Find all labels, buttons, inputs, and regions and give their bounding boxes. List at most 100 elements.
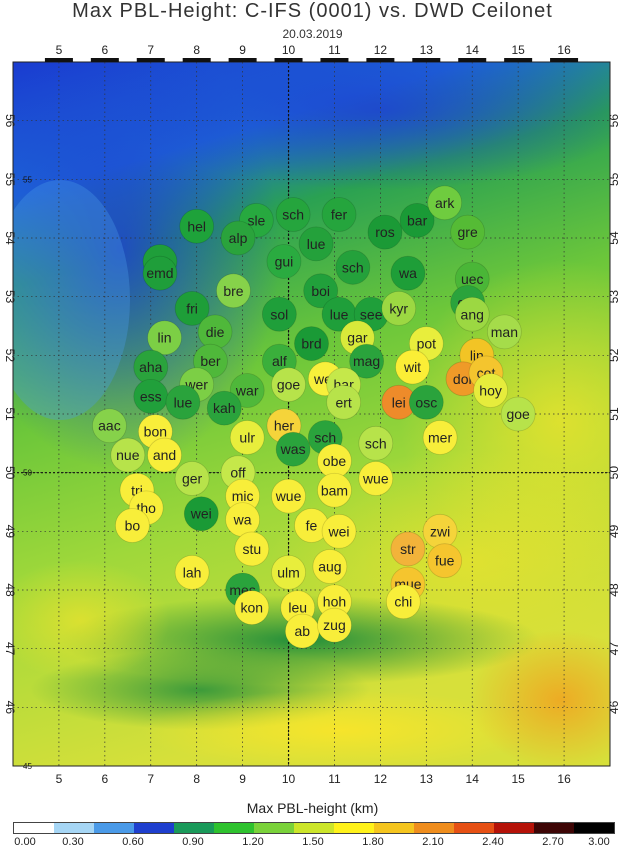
station-marker[interactable]: [395, 349, 430, 385]
station-marker[interactable]: [174, 290, 210, 326]
station-marker[interactable]: [486, 314, 522, 350]
station-lin[interactable]: lin: [147, 320, 182, 356]
station-marker[interactable]: [385, 584, 421, 620]
station-wue2[interactable]: wue: [271, 478, 306, 514]
station-marker[interactable]: [450, 214, 486, 250]
station-marker[interactable]: [183, 496, 219, 532]
station-ros[interactable]: ros: [367, 214, 403, 250]
station-marker[interactable]: [294, 326, 329, 362]
station-man[interactable]: man: [486, 314, 522, 350]
station-alf[interactable]: alf: [261, 343, 297, 379]
station-ulr[interactable]: ulr: [229, 420, 265, 455]
station-marker[interactable]: [174, 555, 210, 590]
station-sch4[interactable]: sch: [358, 425, 394, 461]
station-lei[interactable]: lei: [381, 384, 417, 420]
station-marker[interactable]: [271, 555, 306, 590]
station-hel[interactable]: hel: [179, 208, 215, 244]
station-marker[interactable]: [422, 420, 458, 455]
station-gui[interactable]: gui: [266, 244, 302, 279]
station-aug[interactable]: aug: [312, 549, 348, 584]
station-marker[interactable]: [234, 531, 270, 567]
station-marker[interactable]: [390, 531, 426, 567]
station-marker[interactable]: [321, 197, 357, 232]
station-marker[interactable]: [381, 290, 417, 326]
station-wa2[interactable]: wa: [225, 502, 261, 537]
station-ang[interactable]: ang: [454, 296, 490, 332]
station-marker[interactable]: [266, 244, 302, 279]
station-marker[interactable]: [399, 202, 435, 238]
station-marker[interactable]: [454, 296, 490, 332]
station-war[interactable]: war: [229, 373, 265, 408]
station-marker[interactable]: [179, 208, 215, 244]
station-kon[interactable]: kon: [234, 590, 270, 625]
station-die[interactable]: die: [197, 314, 233, 350]
station-marker[interactable]: [427, 543, 463, 579]
station-boi[interactable]: boi: [303, 273, 339, 309]
station-marker[interactable]: [234, 590, 270, 625]
station-marker[interactable]: [147, 320, 182, 356]
station-nue[interactable]: nue: [110, 437, 146, 473]
station-wue[interactable]: wue: [358, 461, 394, 496]
station-marker[interactable]: [298, 226, 334, 262]
station-marker[interactable]: [275, 197, 311, 232]
station-marker[interactable]: [142, 255, 178, 291]
station-marker[interactable]: [408, 384, 444, 420]
station-fue[interactable]: fue: [427, 543, 463, 579]
station-mic[interactable]: mic: [225, 478, 261, 514]
station-wa[interactable]: wa: [390, 255, 426, 291]
station-marker[interactable]: [358, 461, 394, 496]
station-marker[interactable]: [114, 508, 150, 543]
station-marker[interactable]: [317, 607, 352, 643]
station-marker[interactable]: [216, 273, 251, 309]
station-sol[interactable]: sol: [261, 296, 297, 332]
station-str[interactable]: str: [390, 531, 426, 567]
station-sch2[interactable]: sch: [335, 249, 371, 285]
station-marker[interactable]: [275, 431, 311, 467]
station-marker[interactable]: [500, 396, 536, 432]
station-and[interactable]: and: [147, 437, 182, 473]
station-marker[interactable]: [229, 373, 265, 408]
station-marker[interactable]: [312, 549, 348, 584]
station-marker[interactable]: [335, 249, 371, 285]
station-marker[interactable]: [303, 273, 339, 309]
station-ess[interactable]: ess: [133, 378, 169, 414]
station-zug[interactable]: zug: [317, 607, 352, 643]
station-hoy[interactable]: hoy: [473, 373, 509, 408]
station-gre[interactable]: gre: [450, 214, 486, 250]
station-marker[interactable]: [271, 367, 306, 403]
station-marker[interactable]: [367, 214, 403, 250]
station-lue[interactable]: lue: [298, 226, 334, 262]
station-aha[interactable]: aha: [133, 349, 169, 385]
station-marker[interactable]: [317, 472, 352, 508]
station-marker[interactable]: [326, 384, 362, 420]
station-wit[interactable]: wit: [395, 349, 430, 385]
station-aac[interactable]: aac: [92, 408, 127, 444]
station-marker[interactable]: [92, 408, 127, 444]
station-marker[interactable]: [220, 220, 256, 256]
station-goe[interactable]: goe: [271, 367, 306, 403]
station-goe2[interactable]: goe: [500, 396, 536, 432]
station-lue2[interactable]: lue: [321, 296, 357, 332]
station-marker[interactable]: [427, 185, 463, 221]
station-lah[interactable]: lah: [174, 555, 210, 590]
station-fer[interactable]: fer: [321, 197, 357, 232]
station-lue3[interactable]: lue: [165, 384, 201, 420]
station-ger[interactable]: ger: [174, 461, 210, 496]
station-ark[interactable]: ark: [427, 185, 463, 221]
station-obe[interactable]: obe: [317, 443, 352, 479]
station-marker[interactable]: [349, 343, 385, 379]
station-wei2[interactable]: wei: [321, 513, 357, 549]
station-osc[interactable]: osc: [408, 384, 444, 420]
station-marker[interactable]: [358, 425, 394, 461]
station-marker[interactable]: [473, 373, 509, 408]
station-bam[interactable]: bam: [317, 472, 352, 508]
station-mag[interactable]: mag: [349, 343, 385, 379]
station-sch[interactable]: sch: [275, 197, 311, 232]
station-kah[interactable]: kah: [206, 390, 242, 426]
station-alp[interactable]: alp: [220, 220, 256, 256]
station-marker[interactable]: [165, 384, 201, 420]
station-marker[interactable]: [321, 513, 357, 549]
station-marker[interactable]: [147, 437, 182, 473]
station-marker[interactable]: [271, 478, 306, 514]
station-marker[interactable]: [229, 420, 265, 455]
